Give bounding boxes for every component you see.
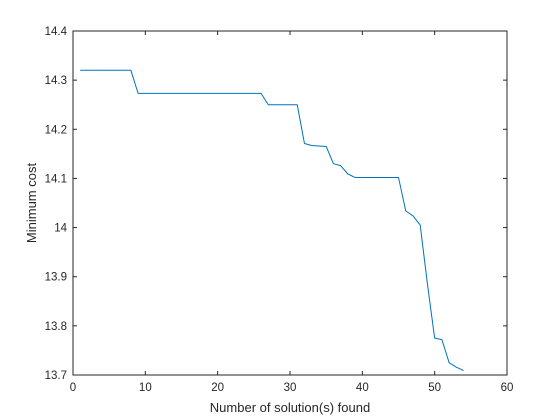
x-tick-label: 30 [284, 382, 297, 394]
series-line-0 [80, 69, 464, 372]
y-tick-label: 13.7 [45, 370, 67, 382]
x-tick-label: 0 [70, 382, 76, 394]
x-tick-label: 40 [356, 382, 369, 394]
y-tick-label: 14 [54, 223, 67, 235]
x-tick-label: 10 [139, 382, 152, 394]
y-tick-label: 14.3 [45, 75, 67, 87]
x-axis-ticks: 0 10 20 30 40 50 60 [70, 31, 514, 394]
y-tick-label: 14.1 [45, 173, 67, 185]
y-tick-label: 14.4 [45, 26, 68, 38]
y-tick-label: 13.8 [45, 321, 67, 333]
plot-area [72, 30, 508, 376]
y-axis-ticks: 13.7 13.8 13.9 14 14.1 14.2 14.3 14.4 [45, 26, 507, 382]
x-tick-label: 60 [501, 382, 514, 394]
x-tick-label: 20 [211, 382, 224, 394]
series-layer [80, 69, 464, 372]
y-tick-label: 14.2 [45, 124, 67, 136]
y-axis-label: Minimum cost [24, 163, 39, 244]
y-tick-label: 13.9 [45, 272, 67, 284]
x-axis-label: Number of solution(s) found [210, 400, 370, 415]
x-tick-label: 50 [428, 382, 441, 394]
